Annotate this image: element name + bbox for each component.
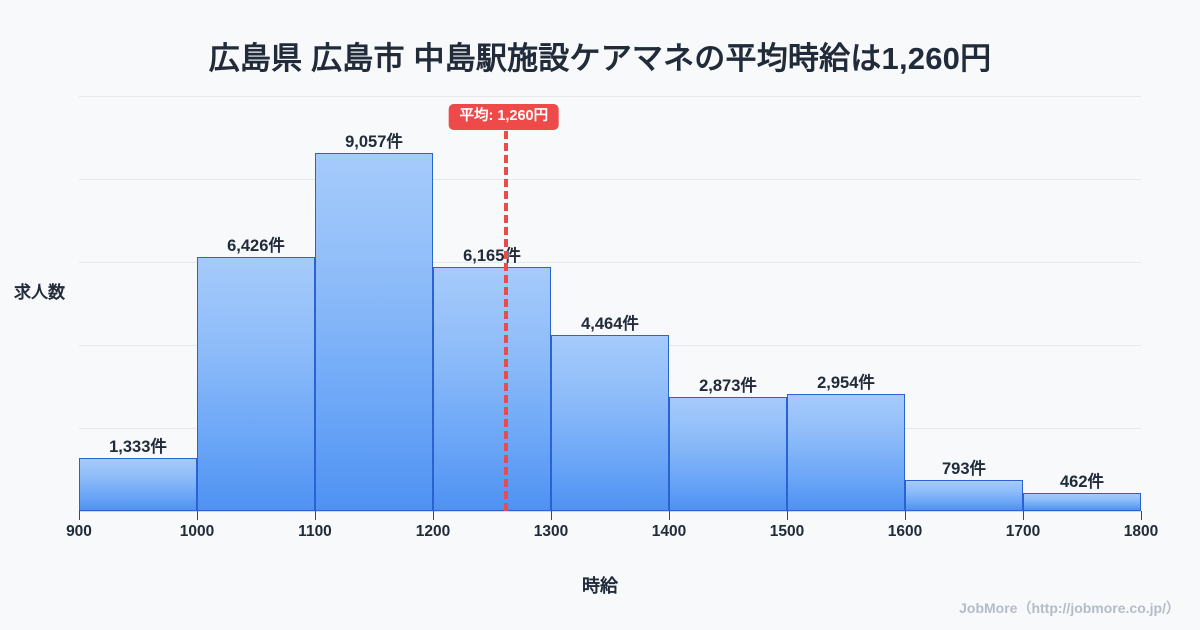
plot-area: 1,333件 6,426件 9,057件 6,165件 4,464件 2,873件 2,95…: [79, 96, 1141, 511]
bar: [197, 257, 315, 511]
x-axis-tick-label: 1500: [769, 523, 805, 540]
x-axis-tick-label: 1800: [1123, 523, 1159, 540]
bar-value-label: 6,165件: [463, 247, 521, 266]
bar: [315, 153, 433, 511]
x-axis-tick-label: 1100: [298, 523, 332, 540]
x-axis-tick: [315, 511, 316, 520]
bar: [551, 334, 669, 511]
x-axis-tick-label: 1000: [179, 523, 215, 540]
x-axis-line: [79, 511, 1141, 512]
y-axis-title: 求人数: [14, 283, 65, 302]
footer-credit: JobMore（http://jobmore.co.jp/）: [959, 600, 1180, 616]
x-axis-tick: [905, 511, 906, 520]
x-axis-tick: [551, 511, 552, 520]
x-axis-tick-label: 1400: [651, 523, 687, 540]
x-axis-tick-label: 900: [66, 523, 92, 540]
bar-value-label: 2,873件: [699, 377, 757, 396]
bar-value-label: 1,333件: [109, 438, 167, 457]
bar: [1023, 492, 1141, 511]
page-title: 広島県 広島市 中島駅施設ケアマネの平均時給は1,260円: [208, 41, 992, 76]
bar-value-label: 6,426件: [227, 237, 285, 256]
x-axis-tick: [197, 511, 198, 520]
bar: [669, 397, 787, 511]
bar: [79, 458, 197, 511]
bar-value-label: 2,954件: [817, 374, 875, 393]
bar: [787, 394, 905, 511]
average-badge: 平均: 1,260円: [448, 104, 560, 130]
x-axis-tick-label: 1700: [1005, 523, 1041, 540]
bar: [905, 479, 1023, 511]
x-axis-tick: [1141, 511, 1142, 520]
x-axis-tick: [79, 511, 80, 520]
bar-value-label: 793件: [941, 459, 987, 478]
x-axis-tick-label: 1300: [533, 523, 569, 540]
bar-value-label: 462件: [1059, 472, 1105, 491]
x-axis-title: 時給: [582, 576, 618, 596]
average-line: [503, 131, 508, 511]
x-axis-tick: [787, 511, 788, 520]
bar-value-label: 4,464件: [581, 314, 639, 333]
bar-value-label: 9,057件: [345, 133, 403, 152]
gridline: [79, 262, 1141, 263]
gridline: [79, 179, 1141, 180]
x-axis-tick: [1023, 511, 1024, 520]
x-axis-tick: [433, 511, 434, 520]
x-axis-tick: [669, 511, 670, 520]
gridline: [79, 96, 1141, 97]
bar: [433, 267, 551, 511]
x-axis-tick-label: 1600: [887, 523, 923, 540]
x-axis-tick-label: 1200: [415, 523, 451, 540]
